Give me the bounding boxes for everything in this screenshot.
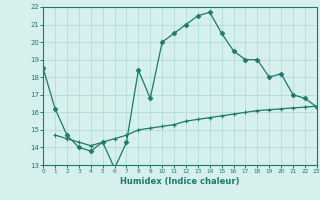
X-axis label: Humidex (Indice chaleur): Humidex (Indice chaleur) (120, 177, 240, 186)
